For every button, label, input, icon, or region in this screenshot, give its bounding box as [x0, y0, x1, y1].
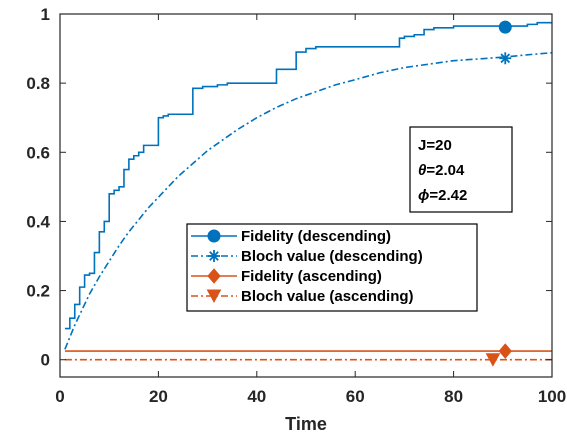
annotation-symbol: ϕ [418, 187, 429, 204]
annotation-line: ϕ=2.42 [418, 187, 467, 204]
y-tick-label: 0.6 [26, 143, 50, 162]
annotation-line: θ=2.04 [418, 162, 465, 179]
x-tick-label: 60 [346, 387, 365, 406]
legend-marker-1 [208, 230, 220, 242]
y-tick-label: 0.2 [26, 282, 50, 301]
annotation-value: =20 [426, 137, 451, 154]
annotation-value: =2.04 [426, 162, 465, 179]
x-tick-label: 100 [538, 387, 566, 406]
legend: Fidelity (descending) Bloch value (descen… [187, 224, 477, 311]
legend-marker-2 [208, 250, 220, 262]
x-tick-label: 0 [55, 387, 64, 406]
legend-label-2: Bloch value (descending) [241, 248, 423, 265]
x-tick-label: 20 [149, 387, 168, 406]
annotation-value: =2.42 [429, 187, 467, 204]
y-tick-label: 0.4 [26, 212, 50, 231]
y-tick-label: 1 [41, 5, 50, 24]
legend-label-3: Fidelity (ascending) [241, 268, 382, 285]
y-tick-label: 0.8 [26, 74, 50, 93]
x-axis-label: Time [285, 414, 327, 434]
y-tick-label: 0 [41, 351, 50, 370]
series-marker-1 [499, 21, 511, 33]
x-tick-label: 80 [444, 387, 463, 406]
legend-label-4: Bloch value (ascending) [241, 288, 414, 305]
legend-label-1: Fidelity (descending) [241, 228, 391, 245]
annotation-line: J=20 [418, 137, 452, 154]
annotation-symbol: J [418, 137, 426, 154]
series-marker-3 [499, 344, 511, 358]
series-marker-2 [499, 52, 511, 64]
annotation-box: J=20 θ=2.04 ϕ=2.42 [410, 127, 512, 212]
x-tick-label: 40 [247, 387, 266, 406]
